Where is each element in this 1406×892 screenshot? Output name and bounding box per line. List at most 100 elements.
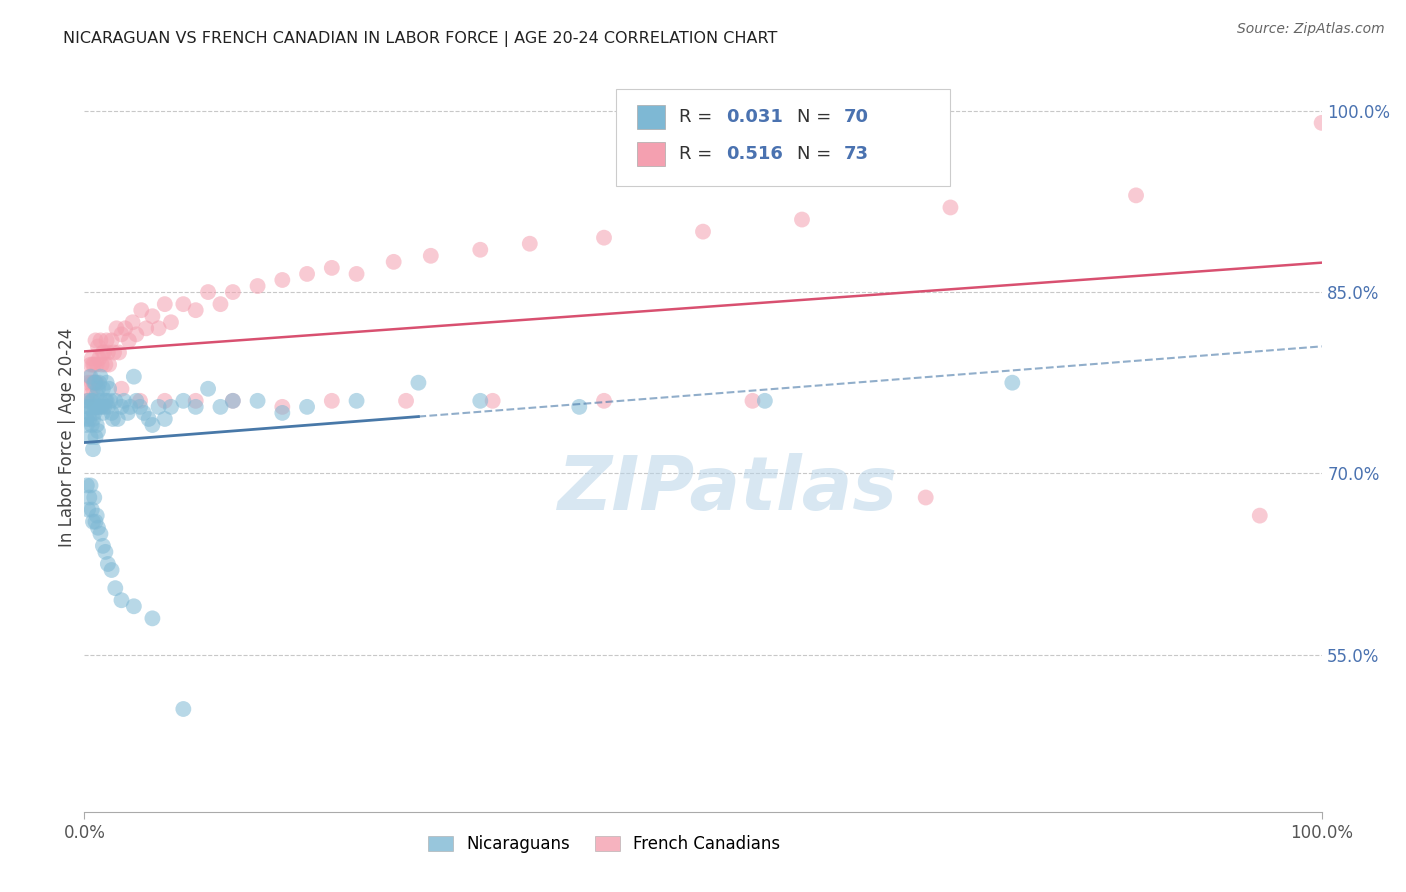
Text: 0.031: 0.031 <box>727 108 783 126</box>
Text: 0.516: 0.516 <box>727 145 783 163</box>
Point <box>91 539 114 553</box>
Point <box>86 358 108 372</box>
Point <box>83 406 105 420</box>
Point <box>172 297 194 311</box>
Point <box>79 430 101 444</box>
Point <box>519 236 541 251</box>
Point <box>100 334 122 348</box>
Point <box>1001 376 1024 390</box>
Point <box>125 327 148 342</box>
Point <box>76 393 98 408</box>
Text: N =: N = <box>797 145 837 163</box>
Point <box>80 393 103 408</box>
Point <box>89 351 111 366</box>
Point <box>83 376 105 390</box>
Point <box>79 478 101 492</box>
Point <box>82 515 104 529</box>
Point <box>141 611 163 625</box>
Point <box>89 526 111 541</box>
Point <box>104 581 127 595</box>
Point <box>481 393 503 408</box>
Point <box>209 297 232 311</box>
Point <box>408 376 430 390</box>
Point <box>83 358 105 372</box>
Point <box>110 400 132 414</box>
Point <box>96 334 118 348</box>
Point <box>153 393 176 408</box>
Point <box>321 260 343 275</box>
Point <box>98 358 121 372</box>
Point <box>107 412 129 426</box>
Point <box>110 327 132 342</box>
Point <box>94 358 117 372</box>
Point <box>141 417 163 432</box>
Point <box>84 376 107 390</box>
Point <box>83 491 105 505</box>
Point <box>96 376 118 390</box>
Text: N =: N = <box>797 108 837 126</box>
Point <box>84 334 107 348</box>
FancyBboxPatch shape <box>637 105 665 129</box>
Point <box>160 400 183 414</box>
Point <box>86 376 108 390</box>
Point <box>419 249 441 263</box>
Point <box>321 393 343 408</box>
Point <box>172 702 194 716</box>
Point <box>914 491 936 505</box>
Text: NICARAGUAN VS FRENCH CANADIAN IN LABOR FORCE | AGE 20-24 CORRELATION CHART: NICARAGUAN VS FRENCH CANADIAN IN LABOR F… <box>63 31 778 47</box>
Point <box>101 412 124 426</box>
Point <box>87 424 110 438</box>
Point <box>271 273 294 287</box>
Point <box>153 297 176 311</box>
Legend: Nicaraguans, French Canadians: Nicaraguans, French Canadians <box>420 829 787 860</box>
Point <box>184 303 207 318</box>
Point <box>246 393 269 408</box>
Point <box>346 267 368 281</box>
Point <box>129 400 152 414</box>
Point <box>89 334 111 348</box>
Point <box>84 430 107 444</box>
Point <box>222 285 245 299</box>
Point <box>122 599 145 614</box>
Point <box>87 382 110 396</box>
Point <box>209 400 232 414</box>
Point <box>160 315 183 329</box>
Point <box>135 321 157 335</box>
Point <box>89 369 111 384</box>
Point <box>79 388 101 402</box>
Point <box>117 406 139 420</box>
Point <box>82 382 104 396</box>
Text: 73: 73 <box>844 145 869 163</box>
Point <box>83 376 105 390</box>
Point <box>122 369 145 384</box>
Point <box>271 406 294 420</box>
Point <box>593 230 616 244</box>
Point <box>82 393 104 408</box>
Point <box>89 376 111 390</box>
Point <box>86 400 108 414</box>
Point <box>90 358 112 372</box>
Point <box>80 351 103 366</box>
Point <box>148 400 170 414</box>
Point <box>470 243 492 257</box>
Point <box>80 417 103 432</box>
Point <box>184 393 207 408</box>
Point <box>568 400 591 414</box>
Point <box>129 393 152 408</box>
Point <box>79 406 101 420</box>
Point <box>125 393 148 408</box>
Point <box>103 345 125 359</box>
Point <box>184 400 207 414</box>
Point <box>76 478 98 492</box>
Point <box>118 334 141 348</box>
Point <box>97 400 120 414</box>
Point <box>110 382 132 396</box>
Point <box>77 502 100 516</box>
Point <box>86 417 108 432</box>
Point <box>79 412 101 426</box>
Point <box>94 545 117 559</box>
Point <box>222 393 245 408</box>
Point <box>96 393 118 408</box>
Point <box>754 393 776 408</box>
Point <box>939 201 962 215</box>
